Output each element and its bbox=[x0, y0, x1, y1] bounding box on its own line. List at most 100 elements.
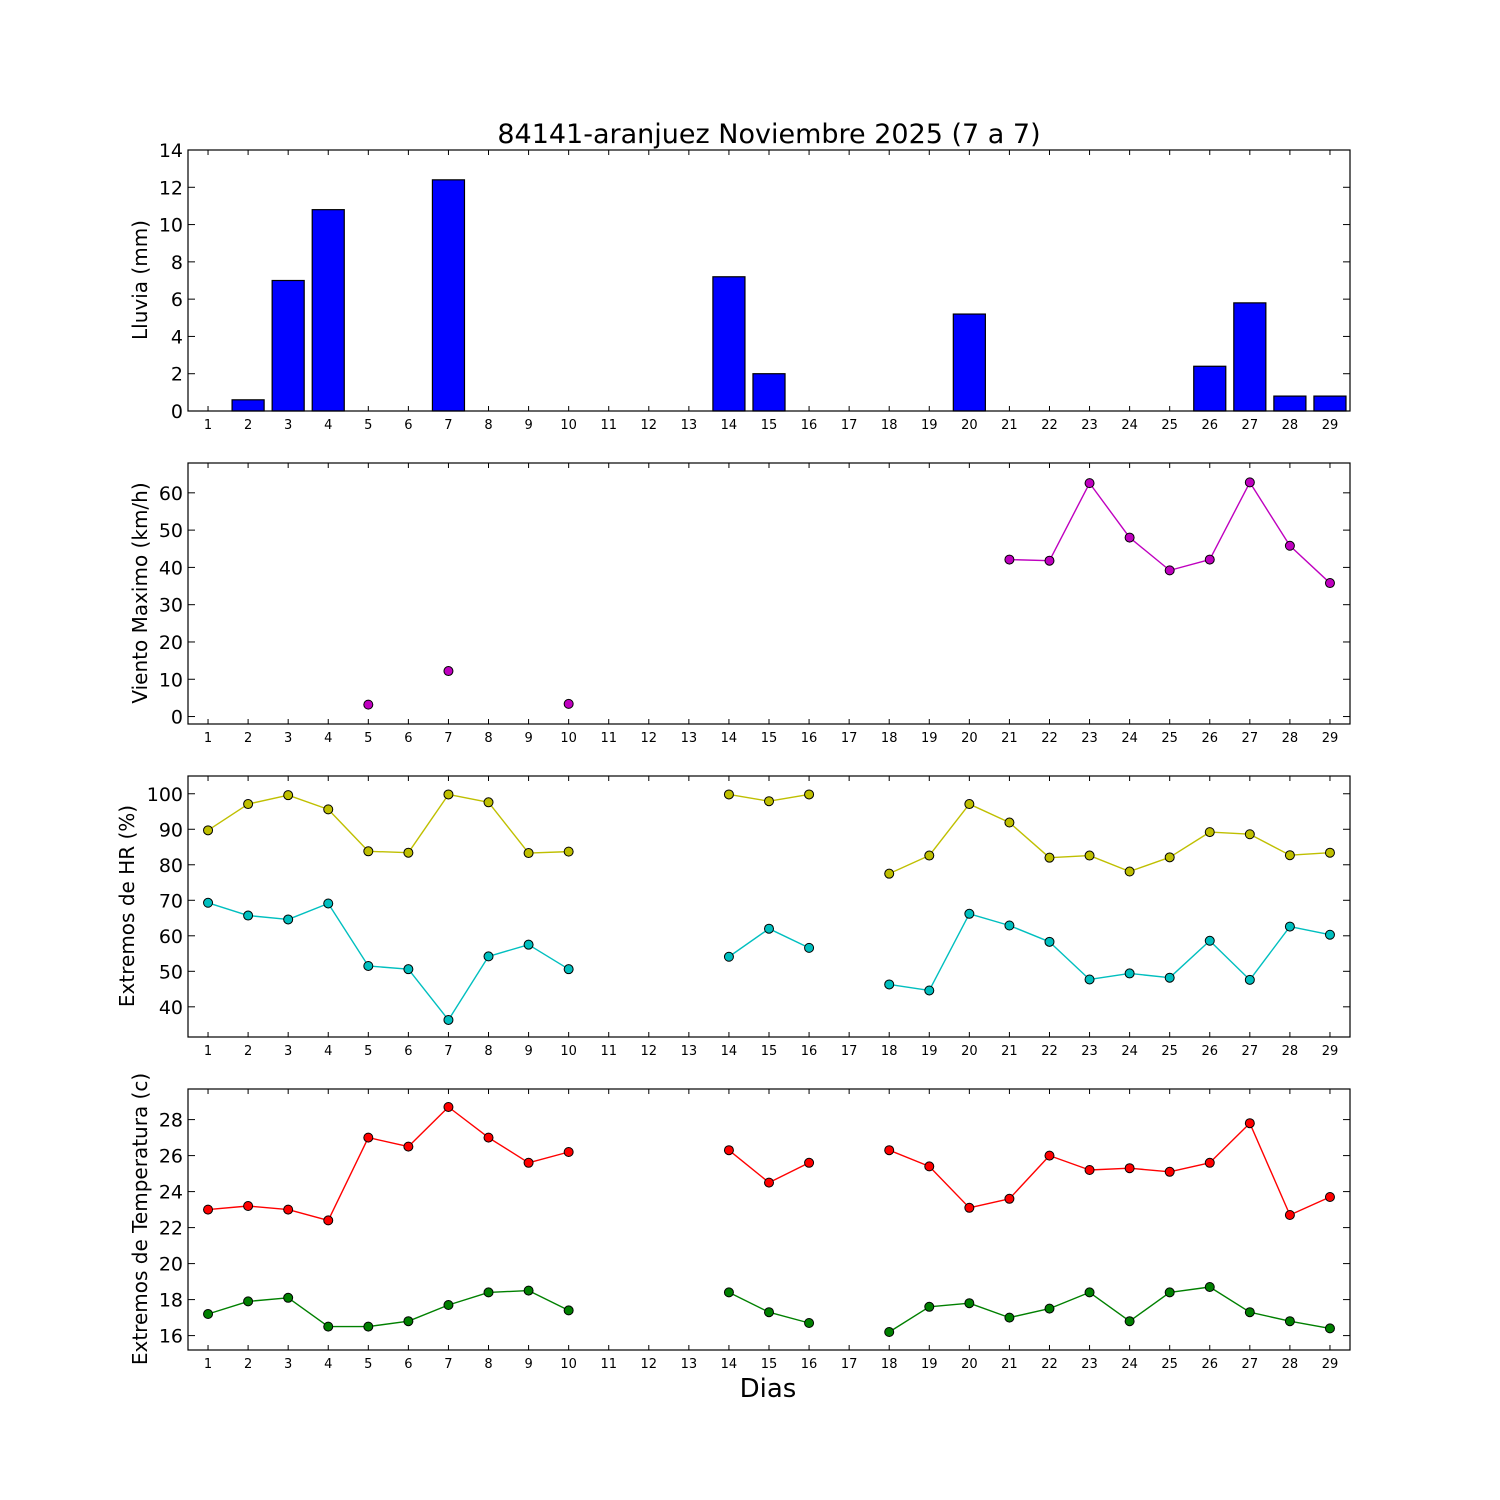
min-temperature-line-segment bbox=[1289, 1320, 1331, 1330]
rain-ytick-label: 6 bbox=[171, 289, 183, 311]
max-humidity-point bbox=[283, 790, 294, 801]
max-temperature-point bbox=[283, 1204, 294, 1215]
rain-xtick-label: 26 bbox=[1201, 418, 1218, 433]
wind-xtick-label: 1 bbox=[204, 731, 212, 746]
rain-xtick-label: 15 bbox=[761, 418, 778, 433]
humidity-xtick-label: 10 bbox=[560, 1044, 577, 1059]
humidity-ytick-label: 70 bbox=[159, 890, 183, 912]
min-temperature-line-segment bbox=[929, 1302, 970, 1308]
max-humidity-line-segment bbox=[368, 850, 409, 854]
min-temperature-point bbox=[1204, 1282, 1215, 1292]
max-wind-point bbox=[1164, 565, 1175, 576]
min-temperature-point bbox=[523, 1285, 534, 1296]
max-temperature-point bbox=[403, 1141, 414, 1152]
rain-xtick-label: 4 bbox=[324, 418, 332, 433]
humidity-ytick-label: 50 bbox=[159, 961, 183, 983]
min-temperature-line-segment bbox=[207, 1300, 249, 1315]
min-humidity-line-segment bbox=[1049, 941, 1091, 980]
min-temperature-point bbox=[203, 1309, 214, 1319]
max-humidity-point bbox=[924, 850, 935, 861]
min-humidity-line-segment bbox=[528, 944, 570, 970]
min-humidity-line-segment bbox=[1009, 924, 1050, 943]
max-temperature-line-segment bbox=[1089, 1167, 1130, 1171]
max-wind-line-segment bbox=[1129, 537, 1171, 571]
humidity-xtick-label: 18 bbox=[881, 1044, 898, 1059]
x-axis-label: Dias bbox=[740, 1374, 797, 1404]
max-temperature-point bbox=[323, 1215, 334, 1226]
rain-xtick-label: 27 bbox=[1242, 418, 1259, 433]
min-temperature-point bbox=[1084, 1287, 1095, 1298]
temperature-xtick-label: 21 bbox=[1001, 1357, 1018, 1372]
temperature-xtick-label: 14 bbox=[721, 1357, 738, 1372]
max-humidity-line-segment bbox=[768, 793, 810, 802]
max-humidity-point bbox=[804, 789, 815, 800]
min-temperature-point bbox=[924, 1301, 935, 1312]
max-humidity-line-segment bbox=[1169, 831, 1211, 858]
wind-xtick-label: 5 bbox=[364, 731, 372, 746]
rain-ytick-label: 14 bbox=[159, 140, 183, 162]
min-humidity-line-segment bbox=[928, 913, 970, 991]
wind-xtick-label: 19 bbox=[921, 731, 938, 746]
min-humidity-point bbox=[323, 898, 334, 909]
max-temperature-point bbox=[964, 1202, 975, 1213]
rain-xtick-label: 17 bbox=[841, 418, 858, 433]
max-temperature-line-segment bbox=[368, 1136, 409, 1148]
temperature-ytick-label: 24 bbox=[159, 1182, 183, 1204]
max-wind-line-segment bbox=[1209, 482, 1251, 560]
max-temperature-line-segment bbox=[1249, 1122, 1291, 1216]
max-humidity-line-segment bbox=[1089, 854, 1130, 873]
max-humidity-line-segment bbox=[1049, 854, 1090, 859]
max-temperature-point bbox=[1244, 1118, 1255, 1129]
max-humidity-line-segment bbox=[1209, 831, 1250, 835]
humidity-xtick-label: 29 bbox=[1322, 1044, 1339, 1059]
max-temperature-line-segment bbox=[728, 1149, 770, 1184]
max-humidity-point bbox=[563, 846, 574, 857]
humidity-xtick-label: 14 bbox=[721, 1044, 738, 1059]
max-humidity-point bbox=[443, 789, 454, 800]
max-humidity-point bbox=[1044, 852, 1055, 863]
rain-ytick-label: 8 bbox=[171, 252, 183, 274]
humidity-xtick-label: 12 bbox=[641, 1044, 658, 1059]
min-temperature-point bbox=[323, 1321, 334, 1332]
max-temperature-point bbox=[443, 1102, 454, 1112]
min-humidity-point bbox=[1284, 921, 1295, 932]
max-humidity-line-segment bbox=[327, 808, 369, 852]
min-temperature-point bbox=[1044, 1303, 1055, 1314]
min-humidity-line-segment bbox=[407, 968, 449, 1021]
temperature-xtick-label: 7 bbox=[444, 1357, 452, 1372]
humidity-xtick-label: 9 bbox=[524, 1044, 532, 1059]
temperature-ytick-label: 18 bbox=[159, 1290, 183, 1312]
rain-xtick-label: 8 bbox=[484, 418, 492, 433]
max-humidity-point bbox=[884, 868, 895, 879]
temperature-xtick-label: 1 bbox=[204, 1357, 212, 1372]
max-wind-point bbox=[563, 698, 574, 709]
min-temperature-point bbox=[723, 1287, 734, 1298]
max-wind-point bbox=[1284, 540, 1295, 551]
min-temperature-line-segment bbox=[1209, 1286, 1251, 1313]
min-temperature-line-segment bbox=[448, 1291, 489, 1306]
humidity-ytick-label: 60 bbox=[159, 926, 183, 948]
humidity-xtick-label: 19 bbox=[921, 1044, 938, 1059]
humidity-xtick-label: 21 bbox=[1001, 1044, 1018, 1059]
rain-xtick-label: 19 bbox=[921, 418, 938, 433]
min-humidity-point bbox=[1244, 974, 1255, 985]
rain-ytick-label: 12 bbox=[159, 177, 183, 199]
max-temperature-point bbox=[1124, 1163, 1135, 1174]
temperature-xtick-label: 3 bbox=[284, 1357, 292, 1372]
temperature-xtick-label: 26 bbox=[1201, 1357, 1218, 1372]
max-humidity-point bbox=[1124, 866, 1135, 877]
max-humidity-point bbox=[363, 846, 374, 857]
wind-xtick-label: 20 bbox=[961, 731, 978, 746]
max-temperature-point bbox=[483, 1132, 494, 1143]
min-humidity-line-segment bbox=[248, 914, 289, 921]
rain-xtick-label: 21 bbox=[1001, 418, 1018, 433]
rain-ytick-label: 2 bbox=[171, 364, 183, 386]
max-temperature-line-segment bbox=[207, 1205, 249, 1211]
min-humidity-line-segment bbox=[728, 928, 770, 958]
humidity-xtick-label: 24 bbox=[1121, 1044, 1138, 1059]
humidity-xtick-label: 15 bbox=[761, 1044, 778, 1059]
max-wind-point bbox=[1324, 578, 1335, 589]
wind-xtick-label: 29 bbox=[1322, 731, 1339, 746]
wind-axes-frame bbox=[187, 462, 1351, 725]
